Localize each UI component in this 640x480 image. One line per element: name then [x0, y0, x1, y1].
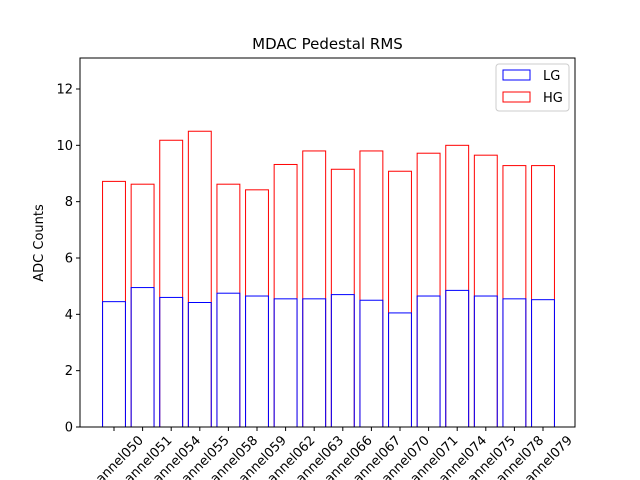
bar-hg-channel063: [302, 150, 327, 428]
bar-lg-channel079: [531, 299, 555, 428]
bar-lg-channel050: [102, 301, 126, 428]
y-tick-label-2: 2: [65, 364, 73, 379]
y-tick-label-4: 4: [65, 308, 73, 323]
bar-lg-channel071: [416, 295, 441, 428]
legend-label-lg: LG: [543, 69, 560, 84]
bar-hg-channel075: [473, 154, 498, 428]
bar-lg-channel070: [388, 312, 412, 428]
bar-hg-channel070: [388, 170, 412, 428]
bars-group: [102, 130, 555, 428]
bar-lg-channel059: [245, 295, 269, 428]
bar-hg-channel074: [445, 144, 470, 428]
bar-lg-channel078: [502, 298, 527, 428]
bar-hg-channel079: [531, 165, 555, 428]
y-tick-label-6: 6: [65, 251, 73, 266]
plot-frame: [79, 57, 576, 428]
bar-hg-channel071: [416, 152, 441, 428]
legend-swatch-hg: [502, 91, 531, 103]
bar-hg-channel078: [502, 165, 527, 428]
y-axis-label: ADC Counts: [32, 204, 47, 282]
y-tick-label-0: 0: [65, 421, 73, 436]
bar-lg-channel062: [273, 298, 298, 428]
bar-hg-channel054: [159, 139, 184, 428]
chart-title: MDAC Pedestal RMS: [252, 35, 403, 53]
legend-box: [495, 63, 570, 112]
bar-lg-channel058: [216, 292, 241, 428]
y-tick-label-8: 8: [65, 195, 73, 210]
bar-hg-channel058: [216, 183, 241, 428]
bar-lg-channel074: [445, 289, 470, 428]
legend: LG HG: [495, 63, 570, 112]
bar-hg-channel067: [359, 150, 384, 428]
bar-lg-channel055: [187, 302, 212, 428]
legend-swatch-lg: [502, 69, 531, 81]
bar-lg-channel054: [159, 296, 184, 428]
bar-hg-channel059: [245, 189, 269, 428]
bar-lg-channel075: [473, 295, 498, 428]
bar-hg-channel066: [330, 168, 355, 428]
legend-label-hg: HG: [543, 91, 563, 106]
axes-group: 024681012Channel050Channel051Channel054C…: [56, 57, 576, 480]
bar-lg-channel066: [330, 294, 355, 428]
bar-hg-channel055: [187, 130, 212, 428]
bar-lg-channel051: [130, 287, 155, 428]
bar-lg-channel067: [359, 299, 384, 428]
bar-lg-channel063: [302, 298, 327, 428]
bar-hg-channel050: [102, 180, 126, 428]
y-tick-label-12: 12: [56, 82, 73, 97]
bar-hg-channel062: [273, 163, 298, 428]
y-tick-label-10: 10: [56, 139, 73, 154]
bar-hg-channel051: [130, 183, 155, 428]
